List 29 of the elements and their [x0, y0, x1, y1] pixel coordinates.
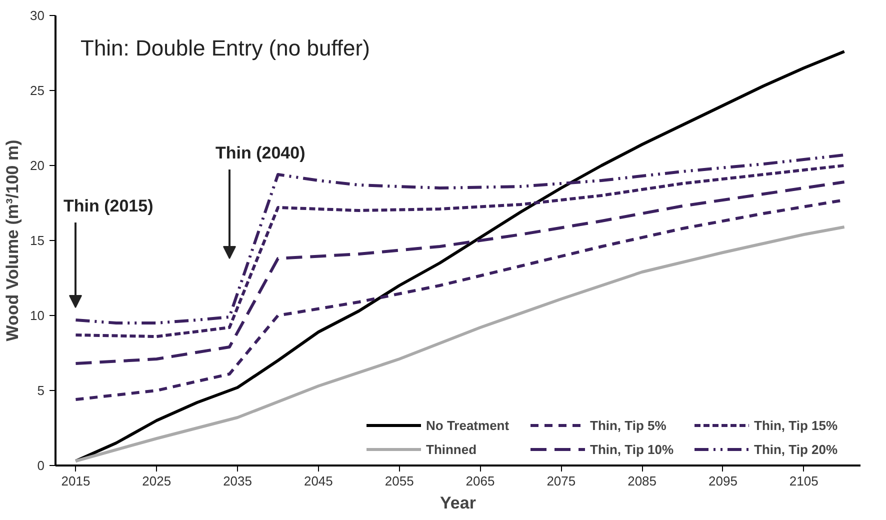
x-tick-label: 2055: [384, 474, 414, 488]
x-tick-label: 2065: [466, 474, 495, 488]
x-tick-label: 2075: [546, 474, 576, 488]
y-tick-label: 30: [30, 8, 45, 23]
legend-label: No Treatment: [426, 418, 510, 432]
legend-label: Thin, Tip 10%: [590, 442, 675, 456]
x-axis-title: Year: [440, 494, 476, 512]
annotation: Thin (2015): [64, 196, 154, 216]
x-tick-label: 2015: [61, 474, 90, 488]
y-tick-label: 15: [30, 233, 45, 248]
x-tick-label: 2085: [628, 474, 657, 488]
y-tick-label: 5: [37, 383, 45, 398]
x-tick-label: 2045: [304, 474, 333, 488]
x-tick-label: 2095: [708, 474, 738, 488]
y-tick-label: 20: [30, 158, 45, 173]
x-tick-label: 2025: [142, 474, 172, 488]
y-tick-label: 25: [30, 83, 45, 98]
y-tick-label: 0: [37, 458, 45, 473]
y-axis-title: Wood Volume (m³/100 m): [3, 140, 22, 342]
legend-label: Thin, Tip 15%: [754, 418, 839, 432]
legend-label: Thin, Tip 20%: [754, 442, 839, 456]
line-series: [74, 226, 846, 462]
y-tick-label: 10: [30, 308, 45, 323]
annotation: Thin (2040): [216, 144, 306, 162]
legend-label: Thinned: [426, 442, 478, 456]
text: Thin: Double Entry (no buffer): [80, 36, 370, 60]
legend-label: Thin, Tip 5%: [590, 418, 668, 432]
x-tick-label: 2105: [789, 474, 818, 488]
x-tick-label: 2035: [223, 474, 252, 488]
